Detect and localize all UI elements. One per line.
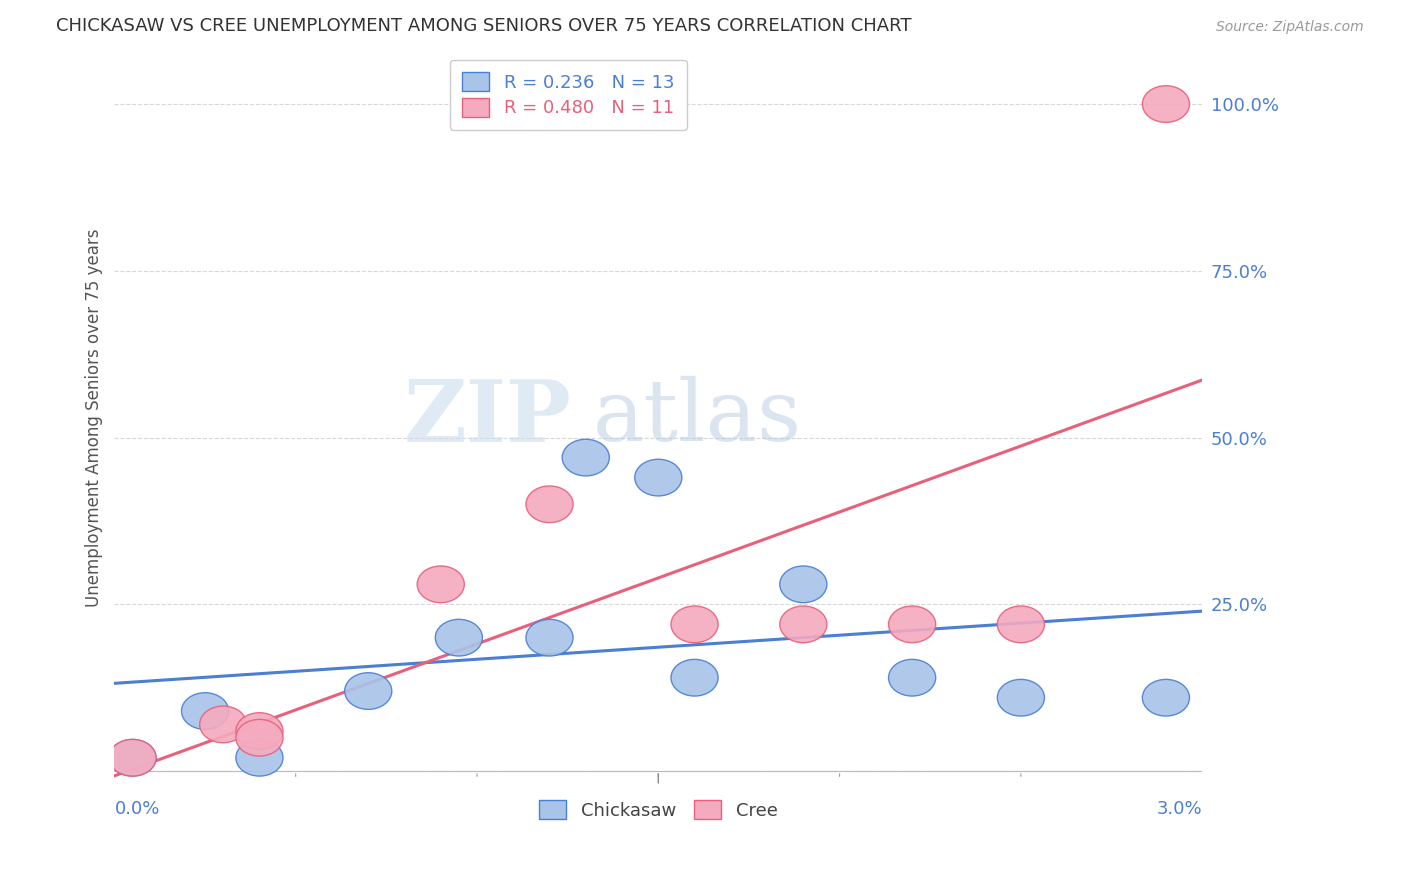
Ellipse shape bbox=[526, 486, 574, 523]
Text: 0.0%: 0.0% bbox=[114, 800, 160, 818]
Ellipse shape bbox=[236, 739, 283, 776]
Ellipse shape bbox=[110, 739, 156, 776]
Ellipse shape bbox=[344, 673, 392, 709]
Ellipse shape bbox=[780, 566, 827, 603]
Text: CHICKASAW VS CREE UNEMPLOYMENT AMONG SENIORS OVER 75 YEARS CORRELATION CHART: CHICKASAW VS CREE UNEMPLOYMENT AMONG SEN… bbox=[56, 17, 911, 35]
Ellipse shape bbox=[436, 619, 482, 656]
Ellipse shape bbox=[236, 713, 283, 749]
Ellipse shape bbox=[780, 606, 827, 642]
Ellipse shape bbox=[634, 459, 682, 496]
Ellipse shape bbox=[889, 659, 935, 696]
Ellipse shape bbox=[562, 439, 609, 476]
Ellipse shape bbox=[671, 606, 718, 642]
Ellipse shape bbox=[200, 706, 247, 743]
Ellipse shape bbox=[181, 693, 229, 730]
Ellipse shape bbox=[671, 659, 718, 696]
Ellipse shape bbox=[997, 606, 1045, 642]
Ellipse shape bbox=[110, 739, 156, 776]
Text: Source: ZipAtlas.com: Source: ZipAtlas.com bbox=[1216, 21, 1364, 34]
Ellipse shape bbox=[889, 606, 935, 642]
Ellipse shape bbox=[418, 566, 464, 603]
Ellipse shape bbox=[526, 619, 574, 656]
Text: atlas: atlas bbox=[593, 376, 803, 459]
Text: 3.0%: 3.0% bbox=[1157, 800, 1202, 818]
Ellipse shape bbox=[1142, 680, 1189, 716]
Ellipse shape bbox=[997, 680, 1045, 716]
Ellipse shape bbox=[1142, 86, 1189, 122]
Ellipse shape bbox=[236, 719, 283, 756]
Y-axis label: Unemployment Among Seniors over 75 years: Unemployment Among Seniors over 75 years bbox=[86, 228, 103, 607]
Text: ZIP: ZIP bbox=[404, 376, 571, 459]
Legend: Chickasaw, Cree: Chickasaw, Cree bbox=[531, 793, 785, 827]
